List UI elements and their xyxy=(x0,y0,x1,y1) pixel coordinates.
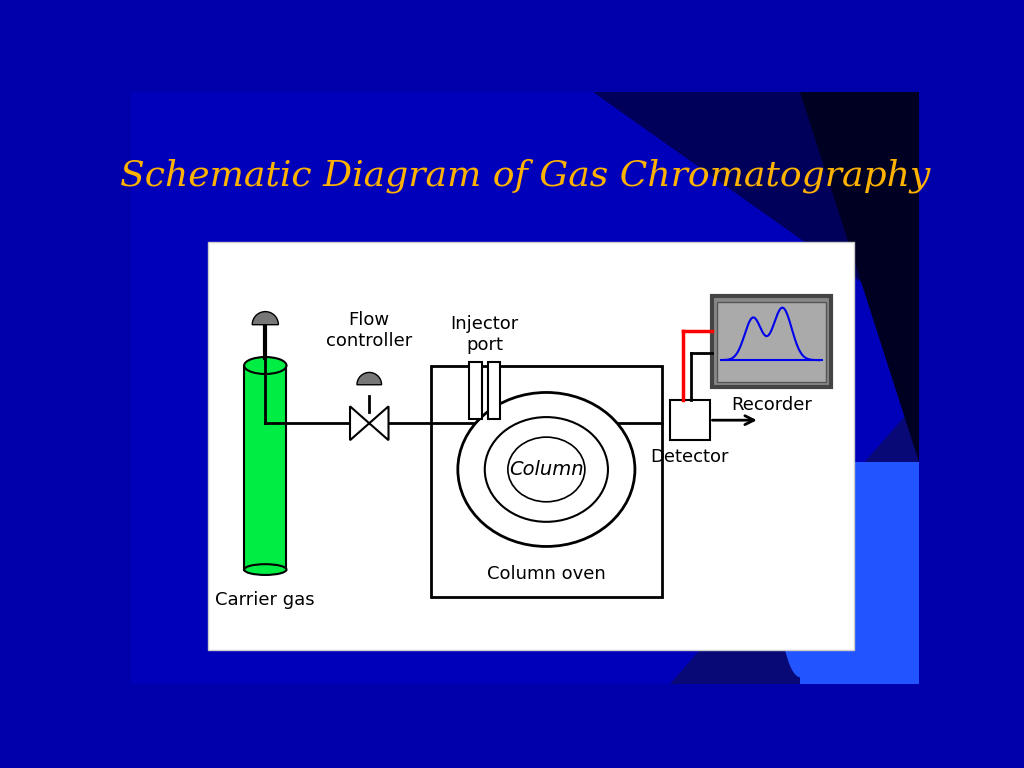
Bar xyxy=(469,362,481,419)
Polygon shape xyxy=(801,462,920,684)
Bar xyxy=(717,302,826,382)
Text: Column: Column xyxy=(509,460,584,479)
Ellipse shape xyxy=(244,357,287,374)
Wedge shape xyxy=(252,312,279,325)
Wedge shape xyxy=(357,372,382,385)
Text: Schematic Diagram of Gas Chromatography: Schematic Diagram of Gas Chromatography xyxy=(120,158,930,193)
Bar xyxy=(670,400,710,440)
Text: Flow
controller: Flow controller xyxy=(326,311,413,350)
Polygon shape xyxy=(801,92,920,462)
Polygon shape xyxy=(350,406,370,440)
Text: Carrier gas: Carrier gas xyxy=(215,591,315,609)
Ellipse shape xyxy=(244,564,287,575)
Bar xyxy=(431,366,662,597)
Ellipse shape xyxy=(458,392,635,547)
Ellipse shape xyxy=(484,417,608,521)
Bar xyxy=(244,366,287,570)
Text: Recorder: Recorder xyxy=(731,396,812,414)
Polygon shape xyxy=(593,92,920,323)
Polygon shape xyxy=(670,400,920,684)
Text: Column oven: Column oven xyxy=(487,564,606,583)
Bar xyxy=(487,362,500,419)
Text: Detector: Detector xyxy=(650,448,729,466)
Bar xyxy=(208,243,854,650)
Text: Injector
port: Injector port xyxy=(451,315,519,354)
Ellipse shape xyxy=(508,437,585,502)
Bar xyxy=(712,296,831,387)
Polygon shape xyxy=(370,406,388,440)
Ellipse shape xyxy=(777,462,823,677)
